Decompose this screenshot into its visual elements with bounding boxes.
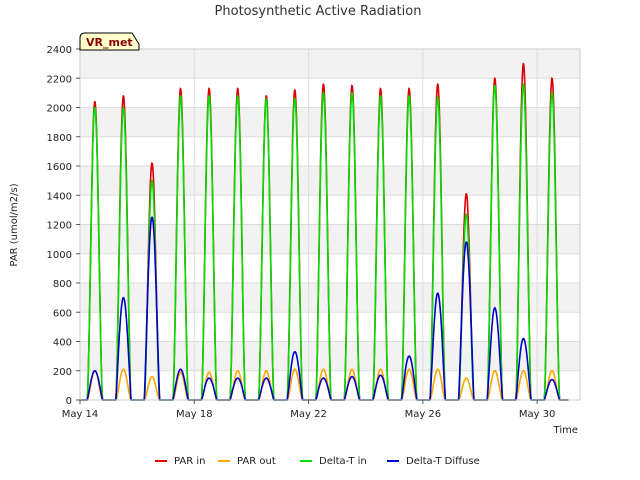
- y-tick-label: 200: [53, 367, 72, 378]
- plot-band: [80, 107, 580, 137]
- plot-background: [80, 49, 580, 400]
- y-tick-label: 1000: [47, 250, 72, 261]
- y-tick-label: 800: [53, 279, 72, 290]
- plot-band: [80, 224, 580, 254]
- x-tick-label: May 18: [176, 409, 213, 420]
- station-badge: VR_met: [79, 32, 140, 51]
- x-axis: May 14 May 18 May 22 May 26 May 30: [62, 400, 556, 420]
- y-tick-label: 2200: [47, 74, 72, 85]
- y-axis: 0 200 400 600 800 1000 1200 1400 1600 1800 2000 220…: [47, 45, 80, 407]
- plot-band: [80, 78, 580, 108]
- plot-band: [80, 49, 580, 79]
- y-tick-label: 1200: [47, 221, 72, 232]
- y-tick-label: 1400: [47, 191, 72, 202]
- legend-label: Delta-T in: [319, 456, 367, 467]
- y-tick-label: 2400: [47, 45, 72, 56]
- x-tick-label: May 30: [519, 409, 556, 420]
- y-tick-label: 0: [66, 396, 72, 407]
- legend-label: PAR out: [237, 456, 276, 467]
- x-tick-label: May 26: [405, 409, 442, 420]
- plot-band: [80, 136, 580, 166]
- x-axis-label: Time: [553, 425, 578, 436]
- legend-label: Delta-T Diffuse: [406, 456, 480, 467]
- station-badge-label: VR_met: [86, 36, 133, 49]
- legend: PAR in PAR out Delta-T in Delta-T Diffuse: [155, 456, 480, 467]
- y-tick-label: 1600: [47, 162, 72, 173]
- plot-band: [80, 166, 580, 196]
- x-tick-label: May 22: [290, 409, 327, 420]
- plot-band: [80, 283, 580, 313]
- plot-band: [80, 253, 580, 283]
- y-tick-label: 1800: [47, 133, 72, 144]
- y-axis-label: PAR (umol/m2/s): [9, 183, 20, 266]
- y-tick-label: 2000: [47, 104, 72, 115]
- y-tick-label: 600: [53, 308, 72, 319]
- x-tick-label: May 14: [62, 409, 99, 420]
- y-tick-label: 400: [53, 338, 72, 349]
- chart-title: Photosynthetic Active Radiation: [215, 4, 422, 19]
- legend-label: PAR in: [174, 456, 205, 467]
- plot-band: [80, 195, 580, 225]
